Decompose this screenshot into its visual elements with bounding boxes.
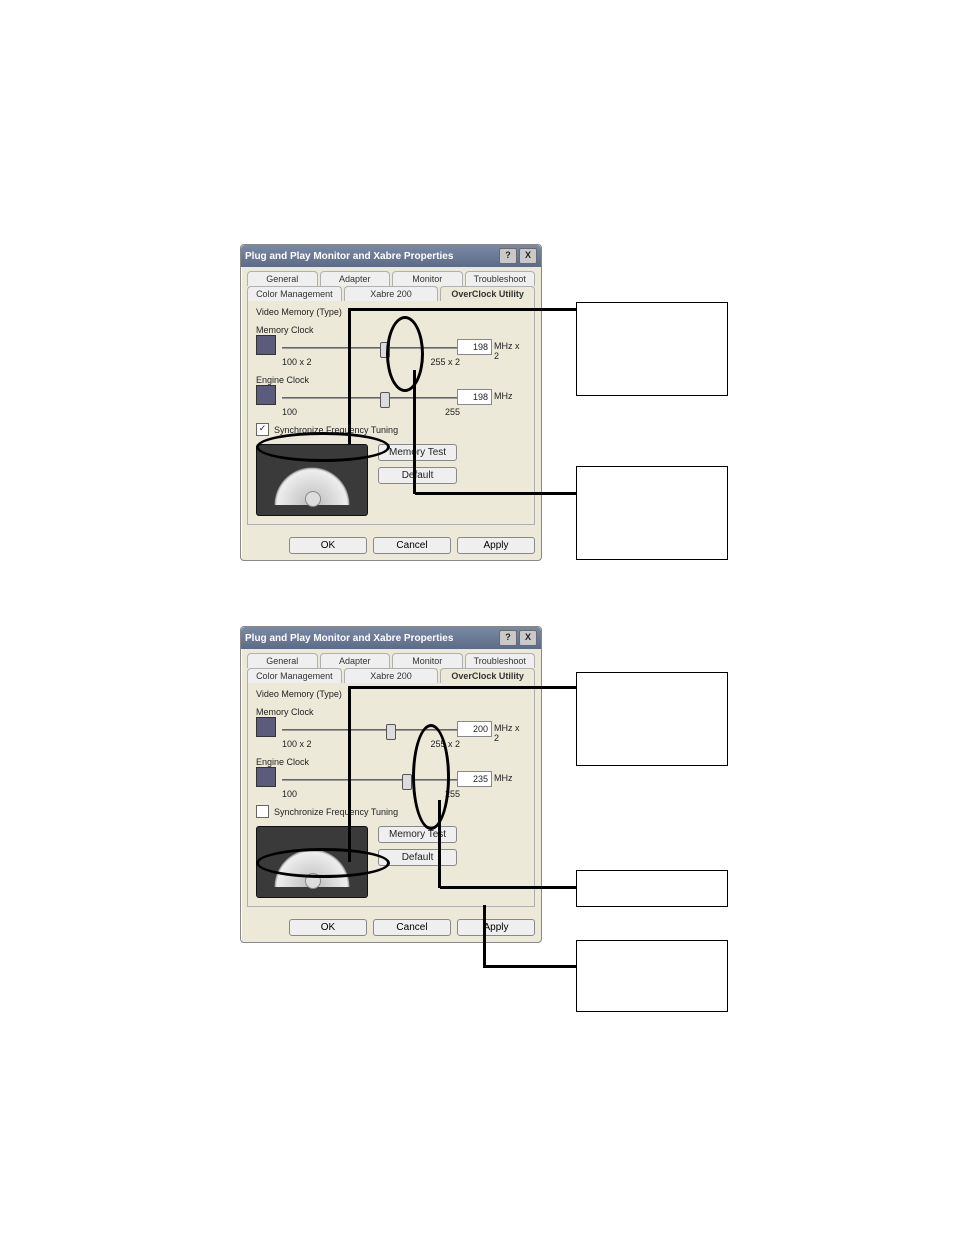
sync-checkbox[interactable]: [256, 805, 269, 818]
tab-adapter[interactable]: Adapter: [320, 653, 391, 668]
engine-clock-slider[interactable]: 198 MHz: [256, 389, 526, 405]
video-memory-label: Video Memory (Type): [256, 689, 526, 699]
waveform-icon: [256, 385, 276, 405]
sync-frequency-row: Synchronize Frequency Tuning: [256, 805, 526, 818]
callout-box-a1: [576, 302, 728, 396]
slider-thumb[interactable]: [380, 392, 390, 408]
connector-line: [348, 308, 542, 311]
engine-clock-value[interactable]: 198: [457, 389, 492, 405]
memory-clock-range: 100 x 2 255 x 2: [282, 357, 460, 367]
close-button[interactable]: X: [519, 248, 537, 264]
connector-line: [415, 492, 576, 495]
apply-button[interactable]: Apply: [457, 919, 535, 936]
memory-clock-value[interactable]: 200: [457, 721, 492, 737]
max: 255: [445, 407, 460, 417]
callout-box-b1: [576, 672, 728, 766]
dialog-buttons: OK Cancel Apply: [241, 531, 541, 560]
connector-line: [440, 886, 576, 889]
tab-overclock[interactable]: OverClock Utility: [440, 668, 535, 683]
annotation-ellipse: [386, 316, 424, 392]
ok-button[interactable]: OK: [289, 537, 367, 554]
slider-thumb[interactable]: [386, 724, 396, 740]
sync-checkbox-label: Synchronize Frequency Tuning: [274, 807, 398, 817]
tab-row-1: General Adapter Monitor Troubleshoot: [241, 267, 541, 286]
max: 255 x 2: [430, 357, 460, 367]
tab-color-mgmt[interactable]: Color Management: [247, 668, 342, 683]
help-button[interactable]: ?: [499, 248, 517, 264]
tab-monitor[interactable]: Monitor: [392, 653, 463, 668]
tab-overclock[interactable]: OverClock Utility: [440, 286, 535, 301]
tab-row-2: Color Management Xabre 200 OverClock Uti…: [241, 286, 541, 301]
connector-line: [413, 370, 416, 494]
connector-line: [485, 965, 576, 968]
memory-clock-value[interactable]: 198: [457, 339, 492, 355]
tab-troubleshoot[interactable]: Troubleshoot: [465, 653, 536, 668]
connector-line: [348, 686, 542, 689]
tab-row-1: General Adapter Monitor Troubleshoot: [241, 649, 541, 668]
memory-clock-unit: MHz x 2: [494, 723, 526, 743]
engine-clock-slider[interactable]: 235 MHz: [256, 771, 526, 787]
memory-clock-unit: MHz x 2: [494, 341, 526, 361]
min: 100: [282, 407, 297, 417]
callout-box-b3: [576, 940, 728, 1012]
tab-row-2: Color Management Xabre 200 OverClock Uti…: [241, 668, 541, 683]
connector-line: [348, 686, 351, 862]
apply-button[interactable]: Apply: [457, 537, 535, 554]
connector-line: [348, 308, 351, 444]
tab-troubleshoot[interactable]: Troubleshoot: [465, 271, 536, 286]
cancel-button[interactable]: Cancel: [373, 537, 451, 554]
sync-checkbox[interactable]: ✓: [256, 423, 269, 436]
tab-monitor[interactable]: Monitor: [392, 271, 463, 286]
min: 100: [282, 789, 297, 799]
tab-xabre200[interactable]: Xabre 200: [344, 286, 439, 301]
min: 100 x 2: [282, 357, 312, 367]
help-button[interactable]: ?: [499, 630, 517, 646]
engine-clock-unit: MHz: [494, 391, 526, 401]
titlebar: Plug and Play Monitor and Xabre Properti…: [241, 245, 541, 267]
memory-clock-label: Memory Clock: [256, 707, 526, 717]
properties-dialog-1: Plug and Play Monitor and Xabre Properti…: [240, 244, 542, 561]
title-text: Plug and Play Monitor and Xabre Properti…: [245, 251, 453, 262]
titlebar: Plug and Play Monitor and Xabre Properti…: [241, 627, 541, 649]
title-text: Plug and Play Monitor and Xabre Properti…: [245, 633, 453, 644]
tab-xabre200[interactable]: Xabre 200: [344, 668, 439, 683]
engine-clock-label: Engine Clock: [256, 757, 526, 767]
engine-clock-unit: MHz: [494, 773, 526, 783]
annotation-ellipse: [256, 848, 390, 878]
engine-clock-value[interactable]: 235: [457, 771, 492, 787]
waveform-icon: [256, 767, 276, 787]
dialog-buttons: OK Cancel Apply: [241, 913, 541, 942]
waveform-icon: [256, 335, 276, 355]
memory-clock-slider[interactable]: 200 MHz x 2: [256, 721, 526, 737]
annotation-ellipse: [412, 724, 450, 830]
tab-general[interactable]: General: [247, 653, 318, 668]
annotation-ellipse: [256, 432, 390, 462]
tab-general[interactable]: General: [247, 271, 318, 286]
connector-line: [483, 905, 486, 968]
engine-clock-range: 100 255: [282, 407, 460, 417]
callout-box-a2: [576, 466, 728, 560]
properties-dialog-2: Plug and Play Monitor and Xabre Properti…: [240, 626, 542, 943]
default-button[interactable]: Default: [378, 467, 457, 484]
callout-box-b2: [576, 870, 728, 907]
memory-test-button[interactable]: Memory Test: [378, 826, 457, 843]
cancel-button[interactable]: Cancel: [373, 919, 451, 936]
ok-button[interactable]: OK: [289, 919, 367, 936]
close-button[interactable]: X: [519, 630, 537, 646]
connector-line: [540, 686, 576, 689]
slider-thumb[interactable]: [402, 774, 412, 790]
min: 100 x 2: [282, 739, 312, 749]
tab-adapter[interactable]: Adapter: [320, 271, 391, 286]
waveform-icon: [256, 717, 276, 737]
connector-line: [540, 308, 576, 311]
tab-color-mgmt[interactable]: Color Management: [247, 286, 342, 301]
